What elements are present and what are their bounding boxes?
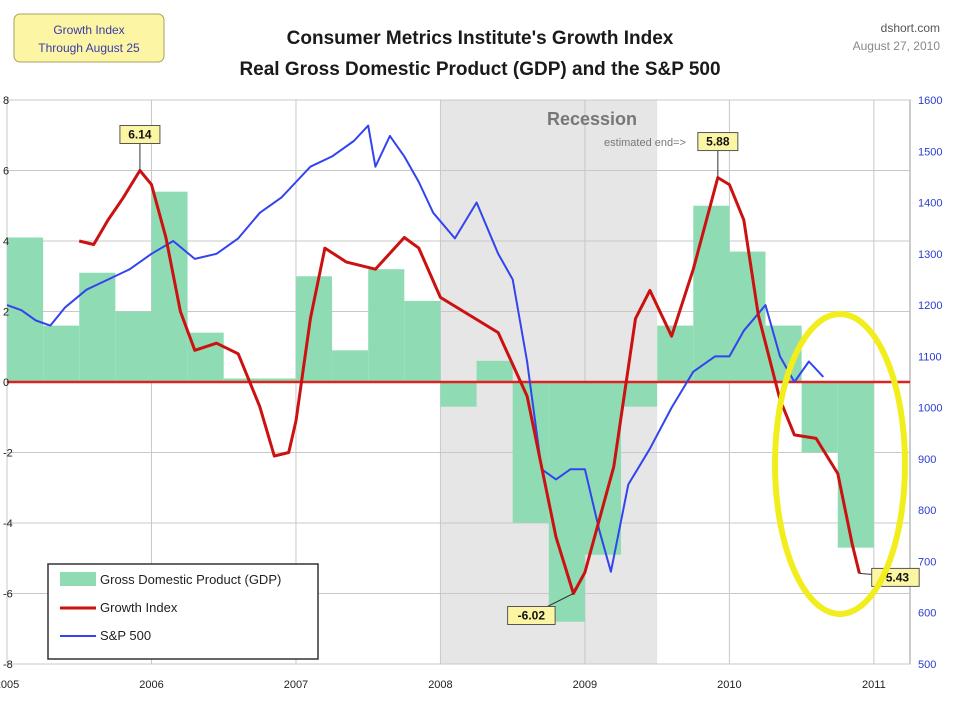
y-right-tick-1000: 1000 <box>918 403 942 415</box>
source-date: August 27, 2010 <box>853 39 941 53</box>
axes: 8 6 4 2 0 -2 -4 -6 -8 1600 1500 1400 1300 1200 1100 100… <box>0 95 942 691</box>
gdp-bar-15 <box>548 382 585 622</box>
recession-label: Recession <box>547 109 637 129</box>
x-tick-2009: 2009 <box>573 679 597 691</box>
y-right-tick-700: 700 <box>918 556 936 568</box>
y-right-tick-1600: 1600 <box>918 95 942 107</box>
callout-box-0 <box>119 125 161 144</box>
y-left-tick-2: 2 <box>3 307 9 319</box>
y-left-tick-6: 6 <box>3 166 9 178</box>
gdp-bar-18 <box>657 325 694 382</box>
y-left-tick--6: -6 <box>3 589 13 601</box>
gdp-bar-16 <box>584 382 622 555</box>
y-left-tick-8: 8 <box>3 95 9 107</box>
y-left-tick--8: -8 <box>3 659 13 671</box>
gdp-bars <box>7 191 874 622</box>
annotations: 6.14 5.88 -6.02 -5.43 <box>119 125 920 625</box>
gdp-bar-10 <box>368 269 405 382</box>
gdp-bar-12 <box>440 382 477 407</box>
sp500-series-line <box>7 124 825 573</box>
y-right-tick-1400: 1400 <box>918 198 942 210</box>
gdp-bar-2 <box>79 272 116 382</box>
growth-index-series-line <box>78 169 861 595</box>
callout-box-1 <box>697 132 739 152</box>
gdp-bar-7 <box>259 378 296 382</box>
y-right-tick-800: 800 <box>918 505 936 517</box>
gdp-bar-8 <box>295 276 333 382</box>
y-right-tick-600: 600 <box>918 608 936 620</box>
callout-label-0: 6.14 <box>128 128 152 142</box>
callout-label-2: -6.02 <box>518 609 546 623</box>
legend-swatch-gdp <box>60 572 96 586</box>
growth-index-line <box>78 169 861 595</box>
y-left-tick--2: -2 <box>3 448 13 460</box>
callout-box-2 <box>507 606 556 625</box>
source-site: dshort.com <box>881 21 940 35</box>
gdp-bar-6 <box>223 378 260 382</box>
callout-label-3: -5.43 <box>882 570 910 584</box>
y-left-tick-4: 4 <box>3 236 9 248</box>
legend-label-sp500: S&P 500 <box>100 628 151 643</box>
chart-title: Consumer Metrics Institute's Growth Inde… <box>287 28 674 49</box>
y-right-tick-1100: 1100 <box>918 351 942 363</box>
callout-label-1: 5.88 <box>706 135 730 149</box>
x-tick-2006: 2006 <box>139 679 163 691</box>
gdp-bar-0 <box>7 237 44 382</box>
gdp-bar-11 <box>404 300 441 382</box>
gdp-bar-14 <box>512 382 549 523</box>
gdp-bar-3 <box>115 311 152 382</box>
legend-label-gdp: Gross Domestic Product (GDP) <box>100 572 281 587</box>
gdp-bar-9 <box>332 350 369 382</box>
y-right-tick-1300: 1300 <box>918 249 942 261</box>
gdp-bar-1 <box>43 325 80 382</box>
y-right-tick-1500: 1500 <box>918 146 942 158</box>
x-tick-2005: 2005 <box>0 679 19 691</box>
gdp-bar-22 <box>801 382 838 453</box>
y-right-tick-900: 900 <box>918 454 936 466</box>
y-left-tick-0: 0 <box>3 377 9 389</box>
chart-subtitle: Real Gross Domestic Product (GDP) and th… <box>239 59 720 80</box>
x-tick-2008: 2008 <box>428 679 452 691</box>
y-right-tick-1200: 1200 <box>918 300 942 312</box>
legend-label-growth: Growth Index <box>100 600 178 615</box>
gdp-bar-19 <box>693 205 730 382</box>
gdp-bar-23 <box>837 382 874 548</box>
recession-note: estimated end=> <box>604 137 686 149</box>
x-tick-2010: 2010 <box>717 679 741 691</box>
badge-line-1: Growth Index <box>53 23 124 37</box>
sp500-line <box>7 124 825 573</box>
gdp-bar-4 <box>151 191 188 382</box>
x-tick-2011: 2011 <box>862 679 886 691</box>
gdp-bar-13 <box>476 360 513 382</box>
y-right-tick-500: 500 <box>918 659 936 671</box>
legend: Gross Domestic Product (GDP) Growth Inde… <box>47 563 319 660</box>
highlight-ellipse <box>772 311 908 617</box>
x-tick-2007: 2007 <box>284 679 308 691</box>
badge-line-2: Through August 25 <box>38 41 140 55</box>
gdp-bar-5 <box>187 332 224 382</box>
y-left-tick--4: -4 <box>3 518 13 530</box>
growth-index-badge: Growth Index Through August 25 <box>13 13 165 63</box>
